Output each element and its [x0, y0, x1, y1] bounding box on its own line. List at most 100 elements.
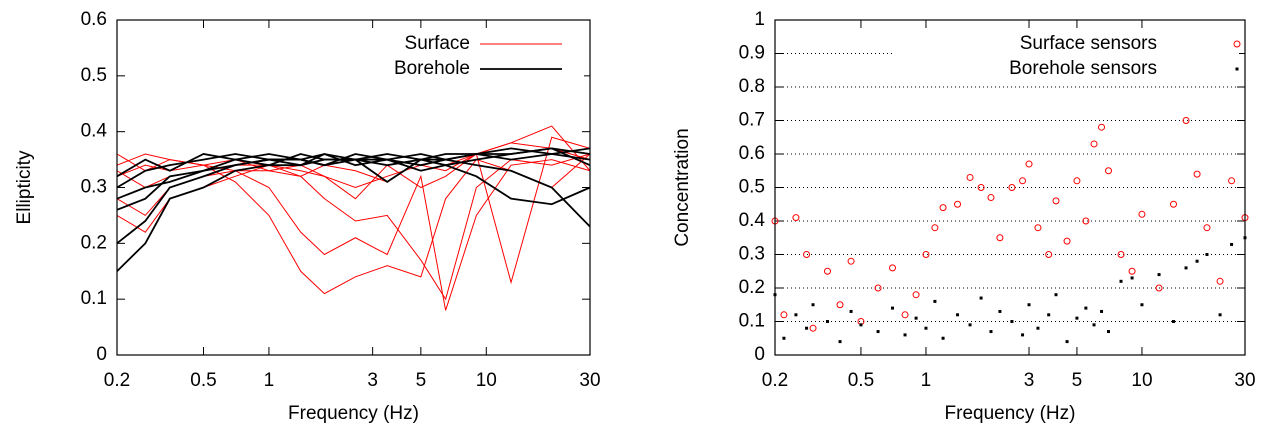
point	[1021, 333, 1025, 337]
series-line	[116, 147, 591, 184]
x-tick-label: 5	[416, 370, 427, 391]
y-tick-label: 0	[96, 344, 107, 365]
x-tick-label: 10	[476, 370, 497, 391]
point	[1098, 123, 1106, 131]
point	[803, 251, 811, 258]
point	[977, 184, 985, 191]
point	[933, 299, 937, 303]
point	[1045, 251, 1053, 258]
point	[1138, 210, 1146, 218]
y-tick-label: 0.8	[739, 76, 765, 97]
point	[1218, 313, 1222, 317]
point	[996, 234, 1004, 242]
point	[956, 313, 960, 317]
point	[891, 306, 895, 310]
y-tick-label: 0.1	[81, 288, 107, 309]
x-tick-label: 3	[367, 370, 378, 391]
point	[1073, 177, 1081, 185]
point	[1090, 140, 1098, 148]
point	[805, 326, 809, 330]
point	[1155, 284, 1163, 292]
point	[941, 336, 945, 340]
point	[780, 311, 788, 319]
series-line	[116, 153, 591, 211]
point	[782, 336, 786, 340]
x-tick-label: 10	[1131, 370, 1152, 391]
point	[823, 267, 831, 275]
point	[1157, 273, 1161, 277]
x-tick-label: 5	[1072, 370, 1083, 391]
point	[1100, 309, 1104, 313]
point	[825, 320, 829, 323]
x-axis-label: Frequency (Hz)	[945, 403, 1076, 424]
point	[859, 323, 863, 327]
point	[1128, 267, 1136, 275]
y-tick-label: 0.2	[81, 232, 107, 253]
y-axis-label: Concentration	[672, 128, 693, 246]
point	[1082, 217, 1090, 225]
point	[1184, 266, 1188, 270]
point	[1065, 340, 1069, 344]
point	[794, 313, 798, 317]
legend-background	[895, 28, 1239, 86]
y-tick-label: 0.7	[739, 110, 765, 131]
point	[889, 264, 897, 272]
point	[987, 194, 995, 202]
y-tick-label: 0.4	[739, 210, 766, 231]
y-tick-label: 0.1	[739, 311, 765, 332]
point	[838, 340, 842, 344]
y-tick-label: 0.9	[739, 43, 765, 64]
y-tick-label: 0	[754, 344, 765, 365]
x-tick-label: 0.5	[190, 370, 216, 391]
point	[1172, 320, 1176, 323]
point	[1119, 279, 1123, 283]
point	[1228, 177, 1236, 185]
point	[1205, 253, 1209, 256]
point	[1230, 242, 1234, 246]
point	[1084, 306, 1088, 310]
point	[849, 309, 853, 313]
x-tick-label: 30	[579, 370, 600, 391]
point	[998, 309, 1002, 313]
point	[1216, 277, 1224, 285]
y-tick-label: 0.6	[739, 143, 765, 164]
y-tick-label: 0.2	[739, 277, 765, 298]
point	[1140, 303, 1144, 307]
x-tick-label: 0.2	[762, 370, 788, 391]
point	[912, 291, 920, 299]
point	[931, 224, 939, 232]
point	[1170, 200, 1178, 208]
legend-background	[367, 28, 584, 86]
point	[1063, 237, 1071, 245]
point	[1036, 326, 1040, 330]
point	[1008, 184, 1016, 191]
y-axis-label: Ellipticity	[14, 150, 35, 224]
point	[939, 204, 947, 212]
y-tick-label: 1	[754, 9, 765, 30]
point	[966, 173, 974, 181]
point	[1034, 224, 1042, 232]
point	[914, 316, 918, 320]
y-tick-label: 0.4	[81, 121, 108, 142]
legend-label: Surface sensors	[1020, 33, 1157, 54]
point	[989, 330, 993, 334]
x-tick-label: 1	[264, 370, 275, 391]
legend-swatch	[1233, 40, 1241, 48]
point	[924, 326, 928, 330]
y-tick-label: 0.3	[739, 244, 765, 265]
point	[903, 333, 907, 337]
point	[1195, 259, 1199, 263]
point	[847, 257, 855, 265]
point	[1025, 160, 1033, 168]
legend-label: Borehole sensors	[1009, 58, 1157, 79]
plot-frame	[116, 19, 591, 356]
series-line	[116, 153, 591, 295]
legend-swatch	[1235, 67, 1239, 71]
legend-label: Borehole	[394, 58, 470, 79]
x-tick-label: 0.5	[848, 370, 874, 391]
point	[1054, 293, 1058, 297]
point	[811, 303, 815, 307]
point	[922, 251, 930, 258]
point	[874, 284, 882, 292]
y-tick-label: 0.5	[739, 177, 765, 198]
